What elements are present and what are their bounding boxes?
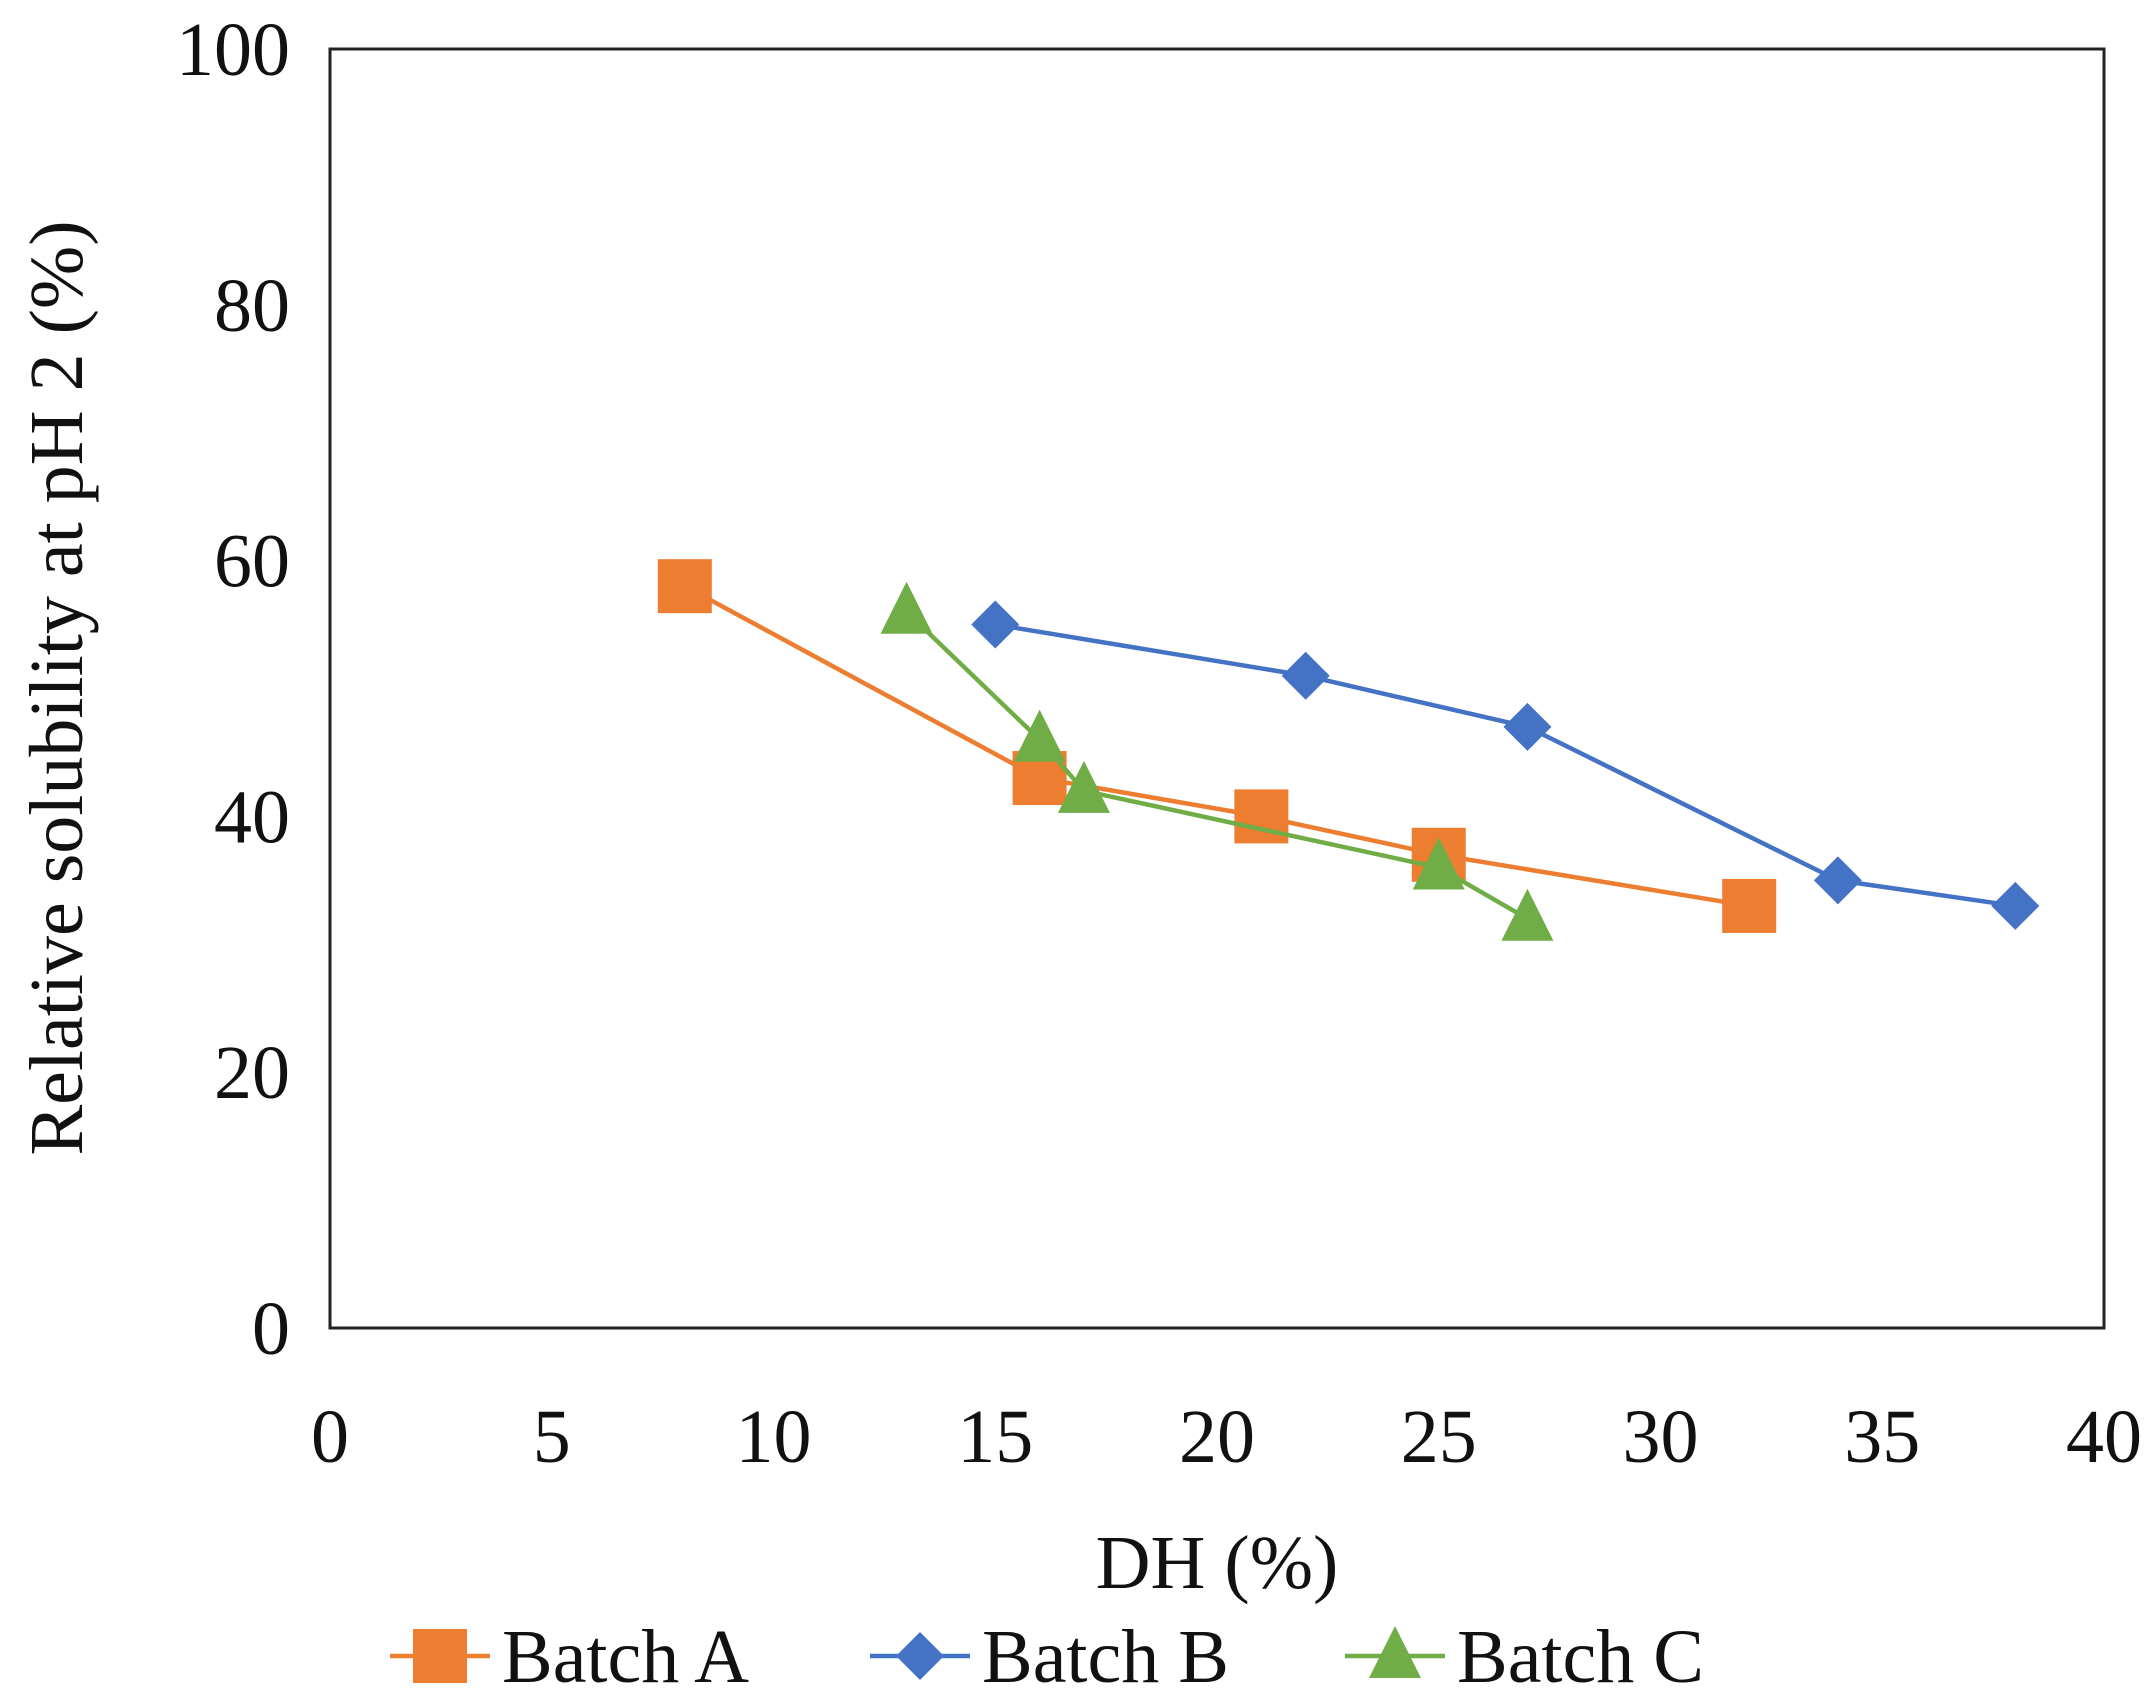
x-tick-label: 15 [957,1395,1033,1479]
y-tick-label: 40 [214,775,290,859]
legend-marker [896,1632,944,1680]
y-tick-label: 100 [176,8,290,92]
x-tick-label: 25 [1401,1395,1477,1479]
batch-b-marker [1503,702,1552,751]
y-tick-label: 0 [252,1287,290,1371]
x-tick-label: 40 [2066,1395,2142,1479]
legend-item-batch-b: Batch B [870,1615,1229,1699]
batch-c-marker [880,581,933,634]
legend: Batch A Batch B Batch C [390,1615,1704,1699]
y-tick-label: 80 [214,264,290,348]
batch-b-marker [1281,651,1330,700]
x-tick-label: 5 [533,1395,571,1479]
legend-label: Batch A [502,1615,749,1699]
x-tick-label: 30 [1623,1395,1699,1479]
batch-c-marker [1013,709,1066,762]
batch-b-marker [971,600,1020,649]
x-tick-label: 10 [736,1395,812,1479]
legend-label: Batch B [982,1615,1229,1699]
legend-item-batch-c: Batch C [1345,1615,1704,1699]
batch-b-marker [1813,856,1862,905]
batch-c-marker [1501,888,1554,941]
y-tick-label: 60 [214,520,290,604]
x-axis-title: DH (%) [1096,1521,1339,1605]
x-tick-label: 0 [311,1395,349,1479]
legend-marker [1369,1626,1421,1678]
series-layer [657,559,2040,941]
y-axis-ticks: 0 20 40 60 80 100 [176,8,290,1371]
batch-b-marker [1991,881,2040,930]
x-tick-label: 20 [1179,1395,1255,1479]
batch-a-marker [1722,878,1777,933]
batch-c-marker [1412,837,1465,890]
x-axis-ticks: 0 5 10 15 20 25 30 35 40 [311,1395,2142,1479]
x-tick-label: 35 [1844,1395,1920,1479]
y-axis-title: Relative solubility at pH 2 (%) [15,220,99,1155]
series-batch-c [880,581,1554,941]
legend-label: Batch C [1457,1615,1704,1699]
batch-a-marker [657,559,712,614]
batch-c-marker [1057,760,1110,813]
legend-marker [413,1629,467,1683]
series-batch-b [971,600,2040,930]
plot-area [328,47,2106,1330]
legend-item-batch-a: Batch A [390,1615,749,1699]
y-tick-label: 20 [214,1031,290,1115]
